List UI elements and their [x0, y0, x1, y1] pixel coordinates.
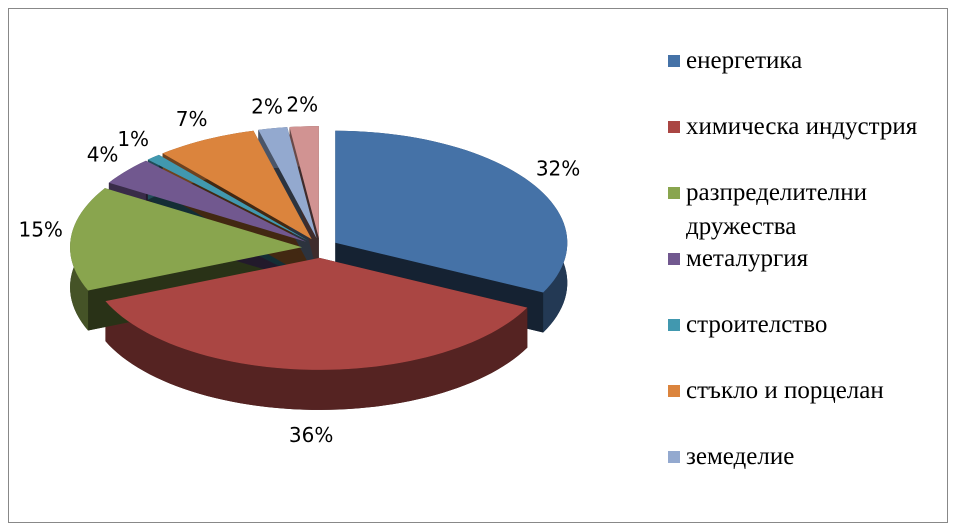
data-label: 2% — [251, 95, 283, 119]
data-label: 32% — [536, 157, 580, 181]
legend-swatch — [668, 385, 680, 397]
legend-label: стъкло и порцелан — [686, 377, 884, 404]
legend-swatch — [668, 121, 680, 133]
legend-label: разпределителни дружества — [686, 179, 868, 240]
legend-item: стъкло и порцелан — [668, 374, 950, 408]
data-label: 15% — [18, 218, 62, 242]
legend-label: химическа индустрия — [686, 113, 918, 140]
data-label: 7% — [176, 107, 208, 131]
legend-swatch — [668, 319, 680, 331]
slice — [147, 154, 308, 241]
slice — [289, 126, 319, 239]
legend-swatch — [668, 451, 680, 463]
slice — [108, 160, 307, 242]
legend-item: химическа индустрия — [668, 110, 950, 144]
legend-label: металургия — [686, 245, 809, 272]
data-label: 36% — [289, 423, 333, 447]
legend-swatch — [668, 55, 680, 67]
legend-item: металургия — [668, 242, 950, 276]
legend-label: енергетика — [686, 47, 803, 74]
slice — [70, 188, 303, 291]
legend-item: енергетика — [668, 44, 950, 78]
legend-label: земеделие — [686, 443, 795, 470]
slice — [162, 130, 312, 240]
legend-swatch — [668, 253, 680, 265]
legend-label: строителство — [686, 311, 828, 338]
slice-side — [105, 301, 528, 410]
data-label: 2% — [286, 92, 318, 116]
slice — [258, 127, 317, 239]
slice — [105, 257, 528, 370]
slice — [335, 130, 568, 293]
data-label: 1% — [117, 127, 149, 151]
data-label: 4% — [87, 142, 119, 166]
legend-item: разпределителни дружества — [668, 176, 950, 244]
legend-item: земеделие — [668, 440, 950, 474]
legend-item: строителство — [668, 308, 950, 342]
legend-swatch — [668, 187, 680, 199]
